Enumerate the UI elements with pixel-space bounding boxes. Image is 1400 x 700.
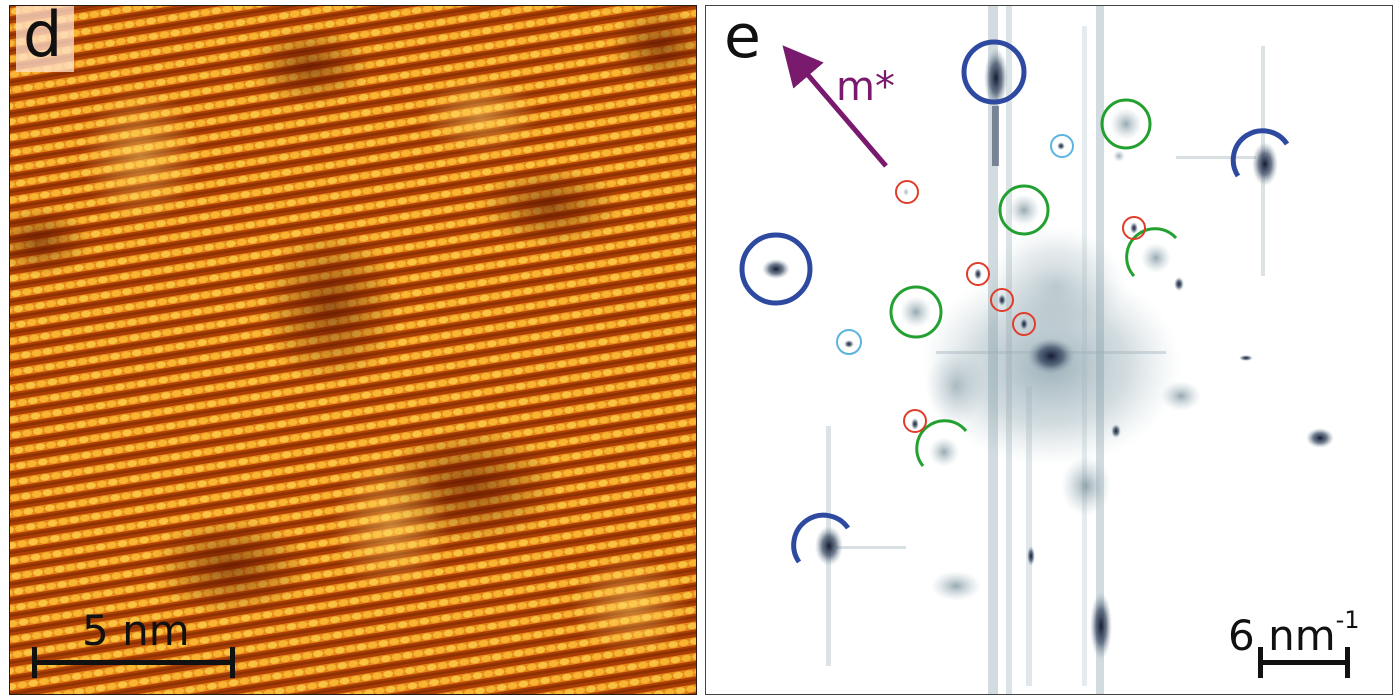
direction-arrow — [782, 45, 888, 168]
scale-bar-e — [1258, 647, 1350, 678]
blue-arc — [791, 512, 851, 564]
panel-label-d: d — [16, 6, 74, 72]
scale-bar-exponent-e: -1 — [1335, 606, 1360, 634]
blue-circle — [961, 39, 1027, 105]
red-circle — [1012, 312, 1036, 336]
cyan-circle — [836, 329, 862, 355]
panel-letter-d: d — [23, 5, 63, 71]
scale-bar-value-e: 6 nm — [1228, 611, 1336, 660]
green-circle — [889, 285, 943, 339]
green-arc — [915, 419, 968, 467]
red-circle — [895, 180, 919, 204]
blue-arc — [1230, 128, 1290, 178]
fft-spots — [762, 48, 1334, 660]
red-circle — [990, 288, 1014, 312]
fft-panel: e m* 6 nm-1 — [705, 5, 1393, 695]
fft-image — [739, 6, 1334, 694]
annotation-circles — [739, 39, 1290, 564]
green-arc — [1125, 227, 1178, 278]
red-circle — [966, 262, 990, 286]
red-circle — [903, 409, 927, 433]
direction-label: m* — [836, 64, 895, 110]
cyan-circle — [1050, 134, 1074, 158]
scale-bar-label-e: 6 nm-1 — [1228, 606, 1360, 660]
scale-bar-d — [32, 647, 235, 678]
green-circle — [1100, 98, 1152, 150]
stm-image-panel: d 5 nm — [9, 5, 697, 695]
height-variations — [10, 6, 696, 656]
red-circle — [1122, 216, 1146, 240]
blue-circle — [739, 232, 813, 306]
panel-letter-e: e — [724, 5, 761, 72]
green-circle — [998, 184, 1050, 236]
stm-topograph — [10, 6, 696, 694]
scale-bar-label-d: 5 nm — [82, 606, 190, 655]
